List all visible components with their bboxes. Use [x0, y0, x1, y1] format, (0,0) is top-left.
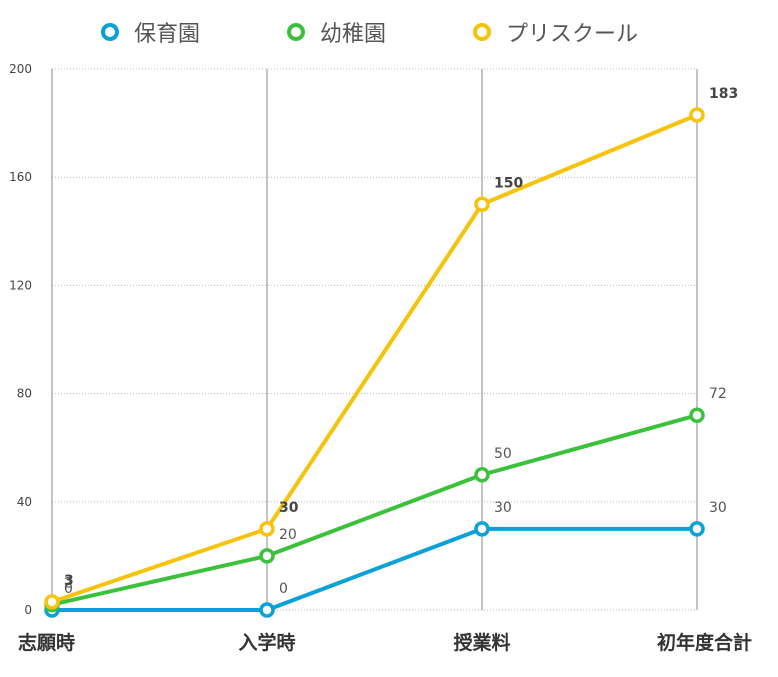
y-tick-label: 80 [17, 387, 32, 401]
data-point-1 [259, 548, 275, 564]
x-tick-label: 初年度合計 [657, 631, 752, 654]
legend-label: 保育園 [134, 22, 201, 47]
series-line-2 [50, 112, 699, 604]
data-label: 150 [494, 175, 523, 191]
data-label: 3 [64, 573, 74, 589]
data-label: 0 [279, 581, 288, 597]
y-tick-label: 200 [9, 62, 32, 76]
data-point-1 [689, 407, 705, 423]
data-point-1 [474, 467, 490, 483]
legend-marker-icon [101, 23, 119, 41]
legend-label: プリスクール [506, 22, 639, 47]
y-tick-label: 160 [9, 170, 32, 184]
legend-marker-icon [287, 23, 305, 41]
legend-item-preschool[interactable]: プリスクール [470, 14, 638, 50]
series-line-0 [50, 526, 699, 612]
data-point-0 [474, 521, 490, 537]
data-label: 183 [709, 86, 738, 102]
data-label: 0 [64, 581, 73, 597]
y-tick-label: 0 [24, 603, 32, 617]
x-tick-label: 入学時 [238, 631, 295, 654]
y-tick-label: 120 [9, 278, 32, 292]
data-point-0 [259, 602, 275, 618]
y-tick-label: 40 [17, 495, 32, 509]
x-tick-label: 授業料 [453, 631, 510, 654]
legend-label: 幼稚園 [320, 22, 387, 47]
data-label: 20 [279, 527, 297, 543]
data-label: 2 [64, 576, 73, 592]
chart-legend: 保育園 幼稚園 プリスクール [0, 14, 778, 50]
legend-marker-icon [473, 23, 491, 41]
data-point-2 [689, 107, 705, 123]
data-point-2 [259, 521, 275, 537]
data-label: 30 [494, 500, 512, 516]
data-label: 50 [494, 446, 512, 462]
x-tick-label: 志願時 [18, 631, 75, 654]
data-point-2 [474, 196, 490, 212]
data-point-2 [44, 594, 60, 610]
legend-item-hoikuen[interactable]: 保育園 [98, 14, 200, 50]
legend-item-youchien[interactable]: 幼稚園 [284, 14, 386, 50]
series-line-1 [50, 413, 699, 607]
data-label: 72 [709, 386, 727, 402]
data-point-0 [689, 521, 705, 537]
data-label: 30 [709, 500, 727, 516]
data-label: 30 [279, 500, 299, 516]
